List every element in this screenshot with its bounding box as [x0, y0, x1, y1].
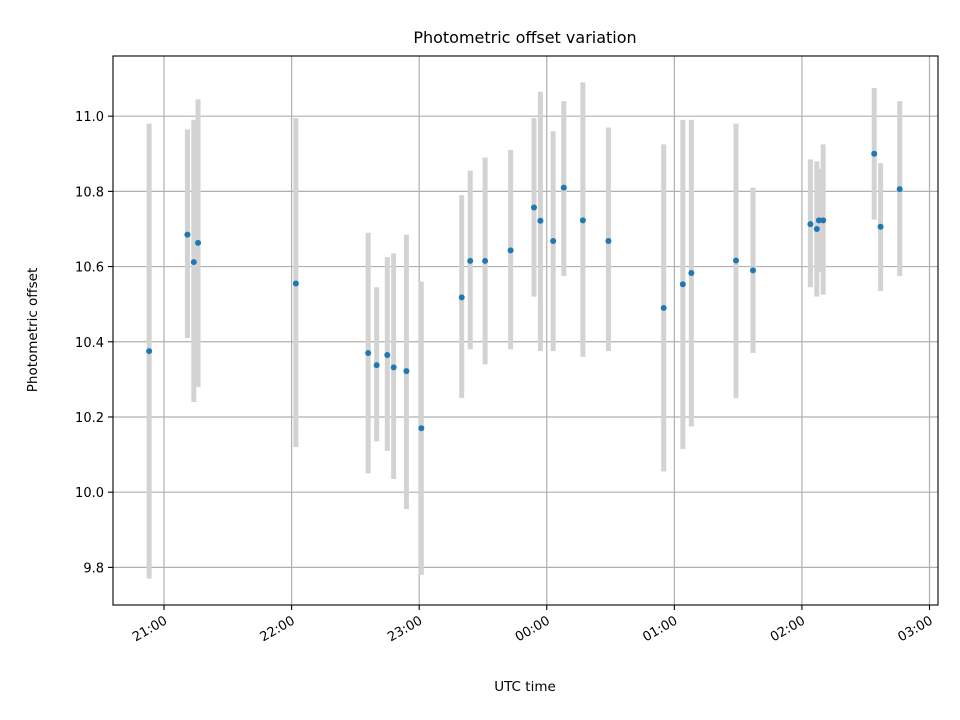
data-point [373, 362, 380, 369]
data-point [733, 257, 740, 264]
data-point [560, 184, 567, 191]
data-point [579, 217, 586, 224]
plot-frame [112, 55, 939, 606]
data-point [815, 217, 822, 224]
data-point [820, 217, 827, 224]
chart-title: Photometric offset variation [413, 28, 636, 47]
data-point [605, 238, 612, 245]
y-tick-label: 10.2 [75, 411, 104, 426]
data-point [190, 259, 197, 266]
data-point [482, 257, 489, 264]
data-point [390, 364, 397, 371]
y-tick-label: 10.0 [75, 486, 104, 501]
y-axis-label: Photometric offset [25, 268, 41, 392]
data-point [507, 247, 514, 254]
data-point [688, 269, 695, 276]
data-point [403, 368, 410, 375]
x-axis-label: UTC time [494, 679, 556, 695]
point-layer [146, 150, 903, 432]
y-tick-label: 11.0 [75, 110, 104, 125]
y-tick-label: 10.6 [75, 261, 104, 276]
data-point [550, 238, 557, 245]
data-point [418, 425, 425, 432]
data-point [877, 223, 884, 230]
data-point [679, 281, 686, 288]
data-point [384, 351, 391, 358]
data-point [871, 150, 878, 157]
data-point [184, 231, 191, 238]
data-point [807, 221, 814, 228]
data-point [813, 225, 820, 232]
data-point [537, 217, 544, 224]
data-point [365, 350, 372, 357]
data-point [531, 204, 538, 211]
data-point [292, 280, 299, 287]
data-point [195, 239, 202, 246]
data-point [458, 294, 465, 301]
y-tick-label: 10.4 [75, 336, 104, 351]
data-point [750, 267, 757, 274]
y-tick-label: 10.8 [75, 185, 104, 200]
data-point [896, 186, 903, 193]
grid-layer [113, 56, 938, 605]
data-point [467, 257, 474, 264]
y-tick-label: 9.8 [83, 561, 104, 576]
data-point [146, 348, 153, 355]
data-point [660, 304, 667, 311]
